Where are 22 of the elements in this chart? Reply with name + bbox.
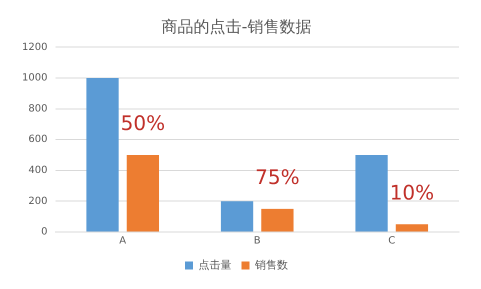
x-tick-label: B [254, 236, 261, 247]
y-tick-label: 400 [28, 164, 48, 176]
bar [261, 208, 294, 232]
y-tick-label: 200 [28, 196, 48, 207]
bar [220, 201, 254, 232]
bar [86, 78, 119, 232]
annotation: 75% [255, 165, 300, 190]
y-tick-label: 600 [28, 134, 48, 146]
annotation: 10% [390, 180, 434, 205]
y-tick-label: 800 [28, 103, 48, 114]
x-tick-label: A [119, 236, 126, 247]
annotation: 50% [120, 111, 166, 136]
legend-label: 点击量 [198, 258, 232, 272]
y-tick-label: 1000 [22, 72, 48, 84]
legend-label: 销售数 [254, 258, 288, 272]
bar [396, 224, 428, 232]
bar [355, 155, 388, 232]
y-tick-label: 1200 [22, 42, 48, 53]
y-tick-label: 0 [41, 226, 48, 238]
chart-title: 商品的点击-销售数据 [162, 16, 312, 36]
bar [126, 155, 160, 232]
x-tick-label: C [388, 236, 396, 247]
